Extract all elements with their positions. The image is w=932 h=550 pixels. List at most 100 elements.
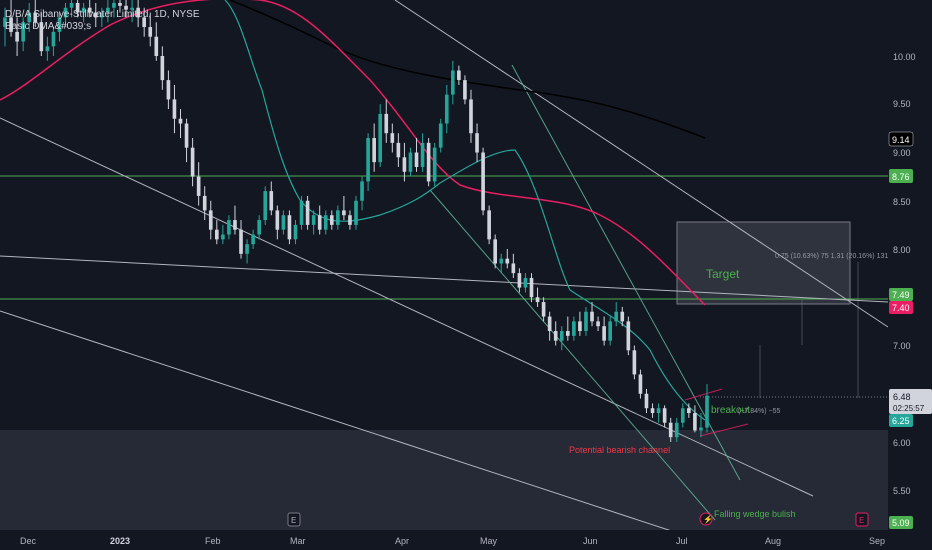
candle-body[interactable] [511,263,516,274]
wedge-line-upper[interactable] [511,64,741,481]
candle-body[interactable] [420,142,425,167]
candle-body[interactable] [596,321,600,327]
candle-body[interactable] [196,176,201,196]
candle-body[interactable] [317,215,322,230]
candle-body[interactable] [208,210,213,230]
candle-body[interactable] [475,133,479,153]
candle-body[interactable] [63,7,68,18]
candle-body[interactable] [148,27,153,37]
candle-body[interactable] [451,70,455,95]
target-box[interactable] [676,221,851,305]
candle-body[interactable] [674,422,679,438]
candle-body[interactable] [608,321,612,341]
candle-body[interactable] [432,147,437,182]
candle-body[interactable] [233,220,237,230]
candle-body[interactable] [572,321,576,336]
candle-body[interactable] [136,7,140,18]
candle-body[interactable] [620,311,625,322]
candle-body[interactable] [584,311,588,332]
candle-body[interactable] [263,191,268,221]
candle-body[interactable] [680,408,685,423]
candle-body[interactable] [354,200,358,225]
candle-body[interactable] [360,181,364,201]
candle-body[interactable] [590,311,594,322]
candle-body[interactable] [505,258,510,264]
candle-body[interactable] [112,2,116,8]
candle-body[interactable] [336,210,340,225]
candle-body[interactable] [396,142,401,158]
candle-body[interactable] [124,5,128,10]
candle-body[interactable] [463,80,467,100]
candle-body[interactable] [172,99,177,119]
candle-body[interactable] [75,2,80,13]
candle-body[interactable] [426,142,431,182]
candle-body[interactable] [668,422,673,438]
candle-body[interactable] [51,31,56,47]
candle-body[interactable] [239,229,243,254]
candle-body[interactable] [27,12,32,23]
candle-body[interactable] [221,234,225,240]
candle-body[interactable] [444,94,449,124]
candle-body[interactable] [638,374,643,394]
candle-body[interactable] [457,70,461,81]
candle-body[interactable] [269,191,274,211]
candle-body[interactable] [190,147,195,177]
earnings-marker-aug[interactable]: E [855,512,869,527]
candle-body[interactable] [535,297,540,303]
candle-body[interactable] [499,258,504,264]
candle-body[interactable] [81,7,86,13]
candle-body[interactable] [565,331,570,336]
price-axis[interactable]: 10.00 9.50 9.00 8.50 8.00 7.00 6.00 5.50… [888,0,932,550]
trendline-upper-resistance[interactable] [394,0,889,328]
candle-body[interactable] [15,31,19,42]
candle-body[interactable] [329,215,334,225]
candle-body[interactable] [366,138,370,182]
candle-body[interactable] [9,17,13,32]
candle-body[interactable] [487,210,491,240]
candle-body[interactable] [378,113,383,163]
candle-body[interactable] [481,152,485,211]
trendline-flat-resistance[interactable] [0,255,889,303]
candles-group[interactable] [3,0,709,442]
breakout-line-1[interactable] [684,388,723,401]
candle-body[interactable] [142,17,147,28]
candle-body[interactable] [45,46,50,52]
candle-body[interactable] [390,133,395,143]
candle-body[interactable] [414,152,419,167]
candle-body[interactable] [529,277,534,298]
candle-body[interactable] [372,138,376,163]
candle-body[interactable] [662,408,667,423]
candle-body[interactable] [384,113,389,134]
breakout-lines[interactable] [684,388,749,437]
candle-body[interactable] [348,215,352,225]
candle-body[interactable] [493,239,498,264]
candle-body[interactable] [154,36,159,56]
candle-body[interactable] [275,210,280,230]
time-axis[interactable]: Dec 2023 Feb Mar Apr May Jun Jul Aug Sep [0,530,932,550]
wedge-line-lower[interactable] [429,189,716,521]
candle-body[interactable] [553,331,558,341]
candle-body[interactable] [287,215,292,240]
candle-body[interactable] [402,157,407,172]
trendline-channel-lower[interactable] [0,310,691,538]
candle-body[interactable] [281,215,286,230]
candle-body[interactable] [547,316,552,332]
candle-body[interactable] [438,123,443,148]
moving-average-slow[interactable] [0,0,706,306]
candle-body[interactable] [245,244,249,254]
candle-body[interactable] [311,215,316,225]
candle-body[interactable] [687,408,691,414]
candle-body[interactable] [408,152,413,172]
candle-body[interactable] [214,229,219,240]
candle-body[interactable] [257,220,261,235]
candle-body[interactable] [106,7,110,13]
candle-body[interactable] [693,413,697,431]
candle-body[interactable] [705,395,709,428]
candle-body[interactable] [523,277,528,288]
candle-body[interactable] [184,123,189,148]
candle-body[interactable] [57,17,62,32]
candle-body[interactable] [469,99,473,134]
breakout-line-2[interactable] [699,423,749,437]
candle-body[interactable] [251,234,255,245]
